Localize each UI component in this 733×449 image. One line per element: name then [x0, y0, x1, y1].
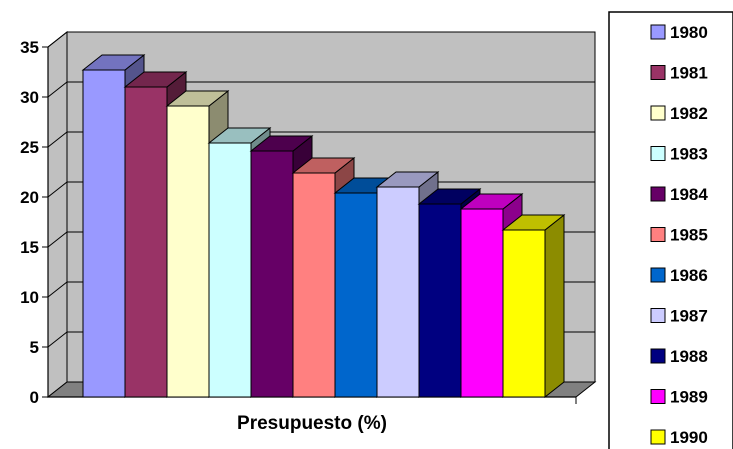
legend-item: 1982 — [650, 104, 708, 123]
legend-item: 1987 — [650, 307, 708, 326]
legend-item: 1988 — [650, 347, 708, 366]
legend-swatch — [650, 186, 666, 202]
bar-front — [124, 86, 168, 398]
bar-front — [292, 172, 336, 398]
legend-label: 1985 — [670, 226, 708, 245]
bar-front — [502, 229, 546, 398]
legend-swatch — [650, 24, 666, 40]
bar-front — [376, 186, 420, 398]
legend-item: 1984 — [650, 185, 708, 204]
legend-label: 1987 — [670, 307, 708, 326]
legend-label: 1982 — [670, 104, 708, 123]
y-tick-label: 35 — [20, 38, 39, 57]
bar-front — [334, 192, 378, 398]
legend-label: 1981 — [670, 64, 708, 83]
bar-front — [418, 203, 462, 398]
bar-front — [208, 142, 252, 398]
bar-1990 — [501, 213, 566, 399]
legend-label: 1990 — [670, 428, 708, 447]
legend-swatch — [650, 348, 666, 364]
legend-swatch — [650, 429, 666, 445]
side-wall — [47, 30, 68, 399]
y-tick-label: 30 — [20, 88, 39, 107]
legend-swatch — [650, 146, 666, 161]
bar-front — [166, 105, 210, 398]
bar-front — [82, 69, 126, 398]
legend-swatch — [650, 105, 666, 121]
legend-swatch — [650, 65, 666, 80]
y-tick-label: 15 — [20, 238, 39, 257]
legend-item: 1989 — [650, 388, 708, 407]
gridline — [47, 31, 595, 48]
bars — [81, 53, 566, 399]
legend-label: 1988 — [670, 347, 708, 366]
legend-item: 1983 — [650, 145, 708, 164]
legend-label: 1983 — [670, 145, 708, 164]
y-tick-label: 25 — [20, 138, 39, 157]
gridline — [47, 81, 595, 98]
legend-label: 1984 — [670, 185, 708, 204]
legend-label: 1980 — [670, 23, 708, 42]
legend-box — [608, 11, 733, 449]
legend-swatch — [650, 308, 666, 323]
y-tick-label: 10 — [20, 288, 39, 307]
y-tick-label: 20 — [20, 188, 39, 207]
y-tick-label: 5 — [30, 338, 39, 357]
legend-swatch — [650, 227, 666, 242]
legend-item: 1981 — [650, 64, 708, 83]
legend-item: 1990 — [650, 428, 708, 447]
bar-side — [544, 213, 565, 399]
gridline — [47, 131, 595, 148]
x-axis-label: Presupuesto (%) — [237, 413, 387, 434]
legend-item: 1986 — [650, 266, 708, 285]
legend-label: 1989 — [670, 388, 708, 407]
bar-front — [250, 150, 294, 398]
legend-item: 1985 — [650, 226, 708, 245]
legend: 1980 1981 1982 1983 1984 1985 1986 1987 1988 1989… — [608, 11, 733, 449]
legend-item: 1980 — [650, 23, 708, 42]
bar-front — [460, 208, 504, 398]
legend-swatch — [650, 389, 666, 404]
legend-label: 1986 — [670, 266, 708, 285]
y-tick-label: 0 — [30, 388, 39, 407]
legend-swatch — [650, 267, 666, 283]
